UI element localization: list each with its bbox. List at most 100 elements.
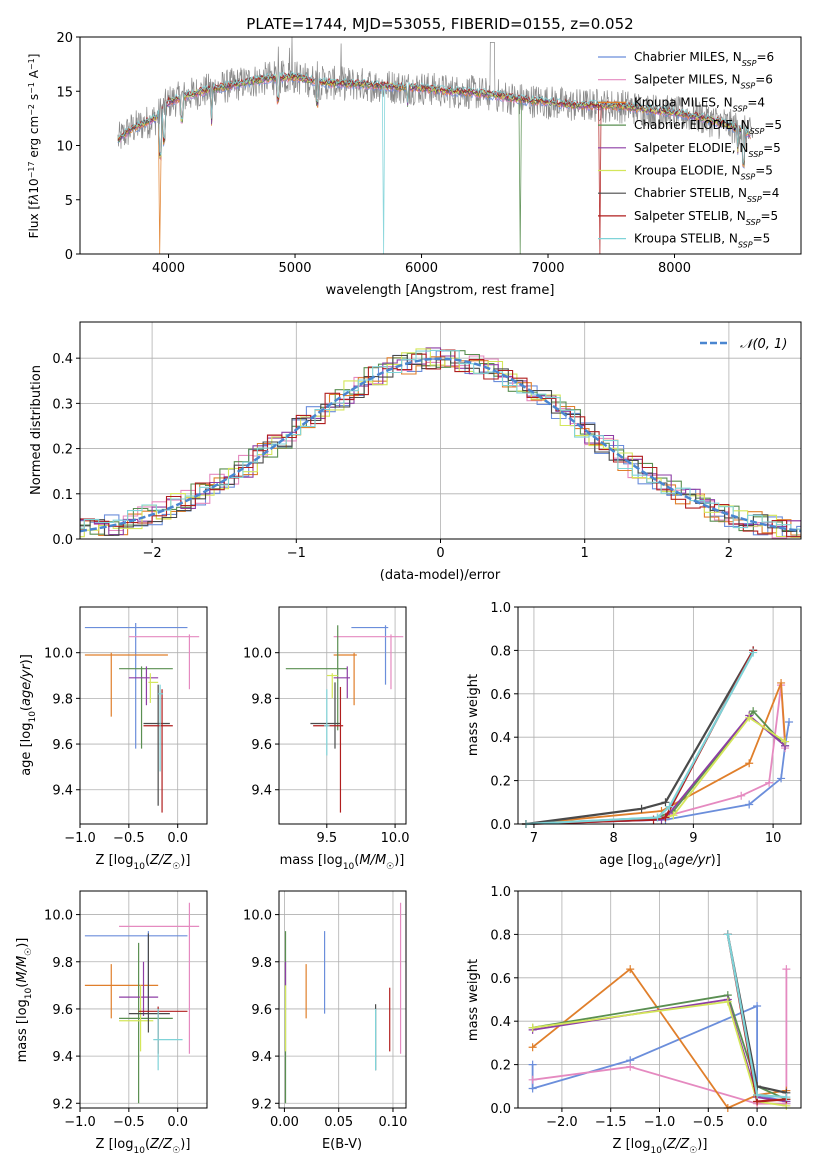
massweight-vs-Z-ytick: 1.0 — [490, 885, 511, 900]
massweight-vs-Z-marker — [528, 1043, 537, 1052]
spectrum-legend-label: Kroupa STELIB, NSSP=5 — [634, 232, 770, 250]
massweight-vs-age-series-6 — [525, 649, 755, 826]
spectrum-xtick: 8000 — [658, 261, 691, 276]
age-vs-mass-ytick: 9.4 — [251, 784, 272, 799]
spectrum-model-line-7 — [117, 72, 751, 254]
spectrum-xtick: 5000 — [278, 261, 311, 276]
spectrum-legend-label: Salpeter ELODIE, NSSP=5 — [634, 141, 781, 159]
massweight-vs-Z-marker — [626, 1062, 635, 1071]
massweight-vs-age-ytick: 1.0 — [490, 601, 511, 616]
massweight-vs-Z-xtick: −1.5 — [595, 1115, 627, 1130]
massweight-vs-age-frame — [517, 606, 802, 825]
age-vs-mass-panel: 9.5 10.0 9.4 9.6 9.8 10.0 — [243, 606, 410, 846]
residual-histograms — [80, 347, 801, 539]
residual-hist-3 — [80, 350, 801, 538]
massweight-vs-Z-marker — [528, 1075, 537, 1084]
mass-vs-Z-point-4 — [119, 961, 159, 1017]
massweight-vs-age-marker — [745, 800, 754, 809]
mwAge-ylabel: mass weight — [466, 674, 481, 756]
massweight-vs-Z-marker — [782, 1093, 791, 1102]
mass-vs-Z-ytick: 9.4 — [52, 1050, 73, 1065]
massZ-xlabel: Z [log10(Z/Z☉)] — [96, 1137, 191, 1156]
mass-vs-ebv-ytick: 9.2 — [251, 1097, 272, 1112]
residual-xtick: −1 — [287, 546, 306, 561]
massweight-vs-age-marker — [785, 718, 794, 727]
mass-vs-Z-xtick: −0.5 — [113, 1115, 145, 1130]
residual-xtick: −2 — [143, 546, 162, 561]
age-vs-mass-ytick: 9.6 — [251, 738, 272, 753]
age-vs-Z-point-4 — [128, 666, 159, 706]
massweight-vs-age-marker — [661, 798, 670, 807]
residual-ytick: 0.2 — [52, 443, 73, 458]
spectrum-ytick: 0 — [65, 248, 73, 263]
massweight-vs-Z-panel: −2.0 −1.5 −1.0 −0.5 0.0 0.0 0.2 0.4 0.6 0.8 1.0 — [490, 885, 802, 1130]
mwZ-ylabel: mass weight — [466, 959, 481, 1041]
massweight-vs-Z-marker — [723, 930, 732, 939]
age-vs-mass-point-0 — [351, 625, 389, 685]
massweight-vs-Z-ytick: 0.6 — [490, 972, 511, 987]
age-vs-mass-frame — [278, 606, 407, 825]
residual-panel: −2 −1 0 1 2 0.0 0.1 0.2 0.3 0.4 (data-model)/erro… — [29, 321, 802, 583]
spectrum-ticks: 4000 5000 6000 7000 8000 0 5 10 15 20 — [56, 31, 691, 276]
age-vs-mass-point-7 — [313, 686, 344, 813]
mwAge-xlabel: age [log10(age/yr)] — [599, 853, 721, 872]
age-vs-mass-point-5 — [326, 673, 338, 699]
mass-vs-ebv-frame — [278, 890, 407, 1109]
residual-ticks: −2 −1 0 1 2 0.0 0.1 0.2 0.3 0.4 — [52, 352, 733, 561]
massweight-vs-age-xtick: 10 — [765, 831, 782, 846]
massweight-vs-Z-series-3 — [532, 994, 787, 1101]
massweight-vs-age-ytick: 0.8 — [490, 644, 511, 659]
spectrum-legend: Chabrier MILES, NSSP=6 Salpeter MILES, NS… — [598, 50, 782, 249]
spectrum-xlabel: wavelength [Angstrom, rest frame] — [326, 283, 555, 298]
massweight-vs-age-marker — [749, 707, 758, 716]
mass-vs-Z-ytick: 9.2 — [52, 1097, 73, 1112]
massweight-vs-Z-marker — [782, 965, 791, 974]
spectrum-model-line-6 — [117, 72, 751, 166]
massweight-vs-age-ytick: 0.0 — [490, 818, 511, 833]
age-vs-Z-xtick: 0.0 — [167, 831, 188, 846]
spectrum-ytick: 5 — [65, 194, 73, 209]
age-vs-Z-ytick: 9.6 — [52, 738, 73, 753]
massweight-vs-age-ytick: 0.2 — [490, 775, 511, 790]
age-vs-mass-point-1 — [333, 634, 404, 690]
massweight-vs-age-marker — [665, 802, 674, 811]
age-vs-mass-xtick: 9.5 — [316, 831, 337, 846]
mass-vs-ebv-xtick: 0.05 — [324, 1115, 353, 1130]
massweight-vs-age-ytick: 0.4 — [490, 731, 511, 746]
massweight-vs-age-panel: 7 8 9 10 0.0 0.2 0.4 0.6 0.8 1.0 — [490, 601, 802, 846]
age-vs-Z-panel: −1.0 −0.5 0.0 9.4 9.6 9.8 10.0 — [44, 606, 208, 846]
massweight-vs-Z-marker — [723, 997, 732, 1006]
age-vs-mass-ytick: 9.8 — [251, 692, 272, 707]
ageZ-ylabel: age [log10(age/yr)] — [19, 654, 38, 776]
massweight-vs-Z-marker — [753, 1002, 762, 1011]
mass-vs-Z-ytick: 9.8 — [52, 956, 73, 971]
age-vs-Z-frame — [79, 606, 208, 825]
massweight-vs-age-marker — [781, 737, 790, 746]
residual-xtick: 1 — [581, 546, 589, 561]
age-vs-mass-point-6 — [310, 682, 341, 749]
mwZ-xlabel: Z [log10(Z/Z☉)] — [613, 1137, 708, 1156]
residual-ytick: 0.1 — [52, 488, 73, 503]
massweight-vs-age-xtick: 9 — [689, 831, 697, 846]
spectrum-legend-label: Chabrier ELODIE, NSSP=5 — [634, 118, 782, 136]
ageM-xlabel: mass [log10(M/M☉)] — [280, 853, 405, 872]
mass-vs-Z-frame — [79, 890, 208, 1109]
spectrum-legend-label: Kroupa MILES, NSSP=4 — [634, 95, 765, 113]
residual-ytick: 0.3 — [52, 397, 73, 412]
age-vs-Z-point-6 — [143, 684, 170, 806]
mass-vs-Z-point-1 — [119, 902, 200, 1054]
age-vs-Z-point-2 — [84, 652, 168, 717]
age-vs-Z-point-5 — [148, 673, 159, 703]
mass-vs-ebv-ytick: 9.6 — [251, 1003, 272, 1018]
residual-xtick: 0 — [436, 546, 444, 561]
mass-vs-Z-ytick: 9.6 — [52, 1003, 73, 1018]
massweight-vs-age-marker — [737, 791, 746, 800]
spectrum-ylabel: Flux [fλ10−17 erg cm−2 s−1 A−1] — [27, 54, 42, 239]
residual-legend: 𝒩(0, 1) — [700, 337, 787, 352]
residual-ytick: 0.0 — [52, 533, 73, 548]
mass-vs-ebv-xtick: 0.10 — [378, 1115, 407, 1130]
massweight-vs-age-xtick: 7 — [530, 831, 538, 846]
massweight-vs-age-marker — [745, 713, 754, 722]
residual-ytick: 0.4 — [52, 352, 73, 367]
